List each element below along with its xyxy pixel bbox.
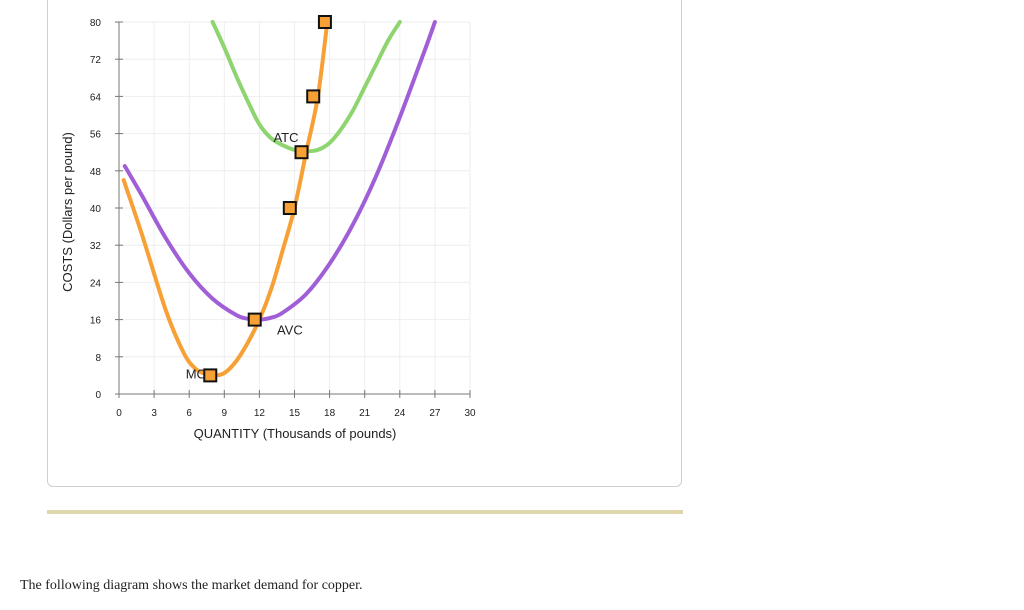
curve-atc (210, 20, 402, 154)
y-tick-label: 56 (90, 130, 102, 141)
y-tick-label: 0 (95, 390, 101, 401)
x-tick-label: 30 (464, 408, 476, 419)
data-point-marker (317, 15, 332, 29)
x-tick-label: 18 (324, 408, 336, 419)
data-point-marker (294, 145, 309, 160)
x-tick-label: 3 (151, 408, 157, 419)
y-tick-label: 48 (90, 167, 102, 178)
y-tick-label: 40 (90, 204, 102, 215)
y-tick-label: 32 (90, 241, 102, 252)
curve-label-atc: ATC (273, 130, 298, 145)
grid (119, 21, 471, 394)
x-tick-label: 21 (359, 408, 371, 419)
curve-label-mc: MC (186, 367, 206, 382)
caption-text: The following diagram shows the market d… (20, 578, 363, 593)
x-tick-label: 27 (429, 408, 441, 419)
x-tick-label: 24 (394, 408, 406, 419)
curve-mc (121, 20, 330, 378)
x-tick-label: 15 (289, 408, 301, 419)
x-tick-label: 6 (186, 408, 192, 419)
x-tick-label: 9 (222, 408, 228, 419)
x-tick-label: 12 (254, 408, 266, 419)
divider (47, 510, 683, 514)
y-tick-label: 8 (95, 353, 101, 364)
y-tick-label: 80 (90, 18, 102, 29)
y-tick-label: 64 (90, 92, 102, 103)
curve-label-avc: AVC (277, 322, 303, 337)
y-tick-label: 16 (90, 316, 102, 327)
curve-labels: ATC AVC MC (186, 130, 303, 382)
data-point-marker (203, 368, 218, 383)
axes: 0 8 16 24 32 40 48 56 64 72 80 0 3 6 9 12 15 18 21 24 27 30 (90, 18, 476, 419)
y-tick-label: 72 (90, 55, 102, 66)
data-point-marker (282, 201, 297, 215)
points (203, 15, 332, 383)
x-axis-label: QUANTITY (Thousands of pounds) (194, 426, 397, 441)
y-axis-label: COSTS (Dollars per pound) (60, 132, 75, 292)
curve-avc (122, 20, 437, 322)
data-point-marker (306, 89, 321, 104)
data-point-marker (247, 312, 262, 327)
x-tick-label: 0 (116, 408, 122, 419)
y-tick-label: 24 (90, 278, 102, 289)
